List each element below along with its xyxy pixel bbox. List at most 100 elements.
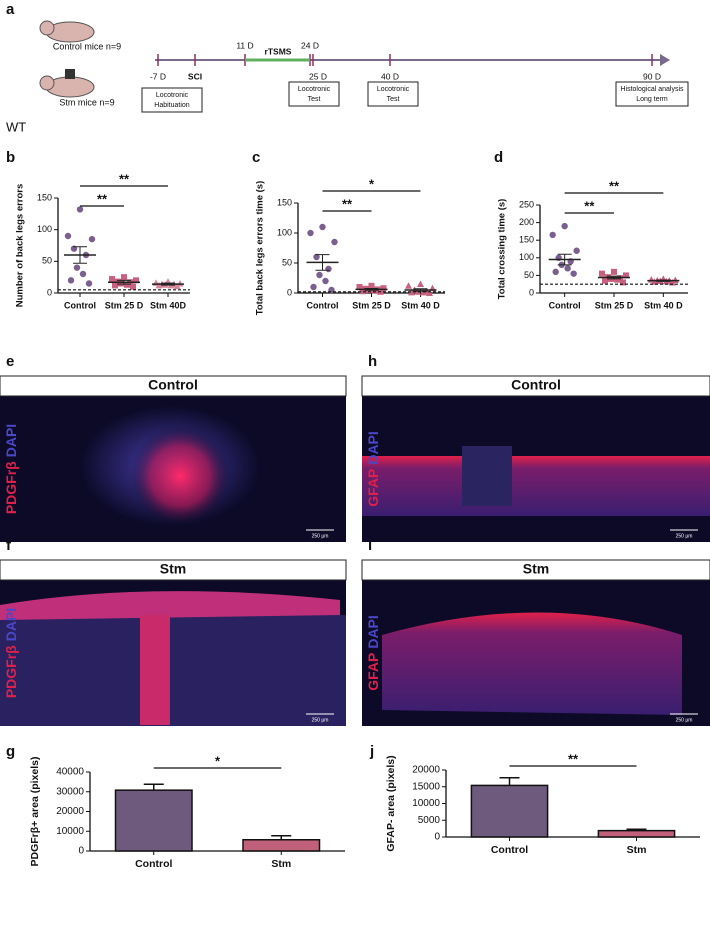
image-title: Control <box>511 377 561 393</box>
box-text: Test <box>308 96 321 103</box>
point <box>79 270 87 278</box>
point <box>67 277 75 284</box>
point <box>561 222 568 230</box>
point <box>359 288 366 295</box>
stain-label: PDGFrβ DAPI <box>3 608 19 698</box>
stain-name: PDGFrβ <box>3 645 19 698</box>
timepoint: 24 D <box>301 40 319 50</box>
group-label: Stm mice n=9 <box>59 97 114 107</box>
y-axis-label: PDGFrβ+ area (pixels) <box>29 757 41 867</box>
mouse-head <box>39 20 55 36</box>
significance: * <box>369 176 375 191</box>
panel-letter: e <box>6 353 14 370</box>
point <box>313 253 320 261</box>
y-tick-label: 100 <box>37 224 52 234</box>
panel-letter: f <box>6 537 12 554</box>
x-tick-label: Control <box>307 300 339 310</box>
stain-name: DAPI <box>365 615 381 648</box>
stain-label: GFAP DAPI <box>365 615 381 691</box>
timeline-arrow <box>660 54 670 66</box>
point <box>64 232 72 240</box>
point <box>408 288 415 296</box>
point <box>356 284 363 290</box>
point <box>322 277 329 285</box>
y-tick-label: 0 <box>47 287 52 297</box>
panel-letter: h <box>368 353 377 370</box>
y-tick-label: 5000 <box>418 815 441 826</box>
sem-bar <box>117 279 131 285</box>
box-text: Locotronic <box>377 86 410 93</box>
panel-letter: d <box>494 149 503 166</box>
y-tick-label: 0 <box>78 846 84 857</box>
timeline-box <box>367 81 419 107</box>
point <box>319 223 326 231</box>
sem-bar <box>161 282 175 286</box>
significance: ** <box>568 751 579 766</box>
sem-bar <box>73 246 87 264</box>
y-tick-label: 20000 <box>56 806 84 817</box>
point <box>121 274 127 281</box>
stain <box>130 426 230 526</box>
y-tick-label: 200 <box>519 217 534 227</box>
significance: ** <box>609 178 620 193</box>
point <box>325 265 332 273</box>
y-tick-label: 30000 <box>56 786 84 797</box>
image-title: Stm <box>160 561 186 577</box>
stain-name: PDGFrβ <box>3 461 19 514</box>
stain-label: GFAP DAPI <box>365 431 381 507</box>
tissue <box>382 612 682 715</box>
point <box>85 280 93 287</box>
title-bar <box>361 375 710 397</box>
stain-name: GFAP <box>365 653 381 691</box>
group-label: Control mice n=9 <box>53 41 121 51</box>
point <box>549 231 556 239</box>
point <box>155 281 163 289</box>
tissue <box>362 456 710 516</box>
timepoint: -7 D <box>150 71 166 81</box>
timeline-box <box>615 81 689 107</box>
panel-letter: a <box>6 1 15 18</box>
box-text: Locotronic <box>156 92 189 99</box>
y-tick-label: 10000 <box>412 798 440 809</box>
y-tick-label: 0 <box>529 287 534 297</box>
point <box>130 283 136 290</box>
y-tick-label: 10000 <box>56 826 84 837</box>
stain-name: DAPI <box>3 424 19 457</box>
significance: ** <box>97 191 108 206</box>
point <box>570 270 577 277</box>
x-tick-label: Stm <box>271 858 291 870</box>
x-tick-label: Stm 40D <box>150 300 187 310</box>
panel-letter: c <box>252 149 260 166</box>
x-tick-label: Control <box>549 300 581 310</box>
point <box>173 282 181 290</box>
point <box>124 281 130 288</box>
sem-bar <box>364 288 379 291</box>
point <box>602 277 608 284</box>
significance: ** <box>584 198 595 213</box>
point <box>109 276 115 283</box>
point <box>310 283 317 291</box>
significance: ** <box>342 196 353 211</box>
treatment: rTSMS <box>265 46 292 56</box>
point <box>650 278 658 285</box>
point <box>426 289 433 296</box>
point <box>614 276 620 283</box>
x-tick-label: Stm 25 D <box>105 300 144 310</box>
stain-name: DAPI <box>365 431 381 464</box>
y-tick-label: 50 <box>282 257 292 267</box>
stain-name: GFAP <box>365 469 381 507</box>
timepoint: 25 D <box>309 71 327 81</box>
y-tick-label: 150 <box>519 235 534 245</box>
y-axis-label: Number of back legs errors <box>15 184 26 308</box>
point <box>133 277 139 284</box>
lesion <box>140 615 170 725</box>
box-text: Histological analysis <box>620 86 684 93</box>
genotype: WT <box>6 119 26 134</box>
sem-bar <box>557 253 572 266</box>
title-bar <box>0 375 347 397</box>
scale-label: 250 µm <box>676 533 693 539</box>
stimulator <box>65 69 75 79</box>
tissue <box>0 615 346 726</box>
timepoint: SCI <box>188 71 202 81</box>
x-tick-label: Control <box>64 300 96 310</box>
